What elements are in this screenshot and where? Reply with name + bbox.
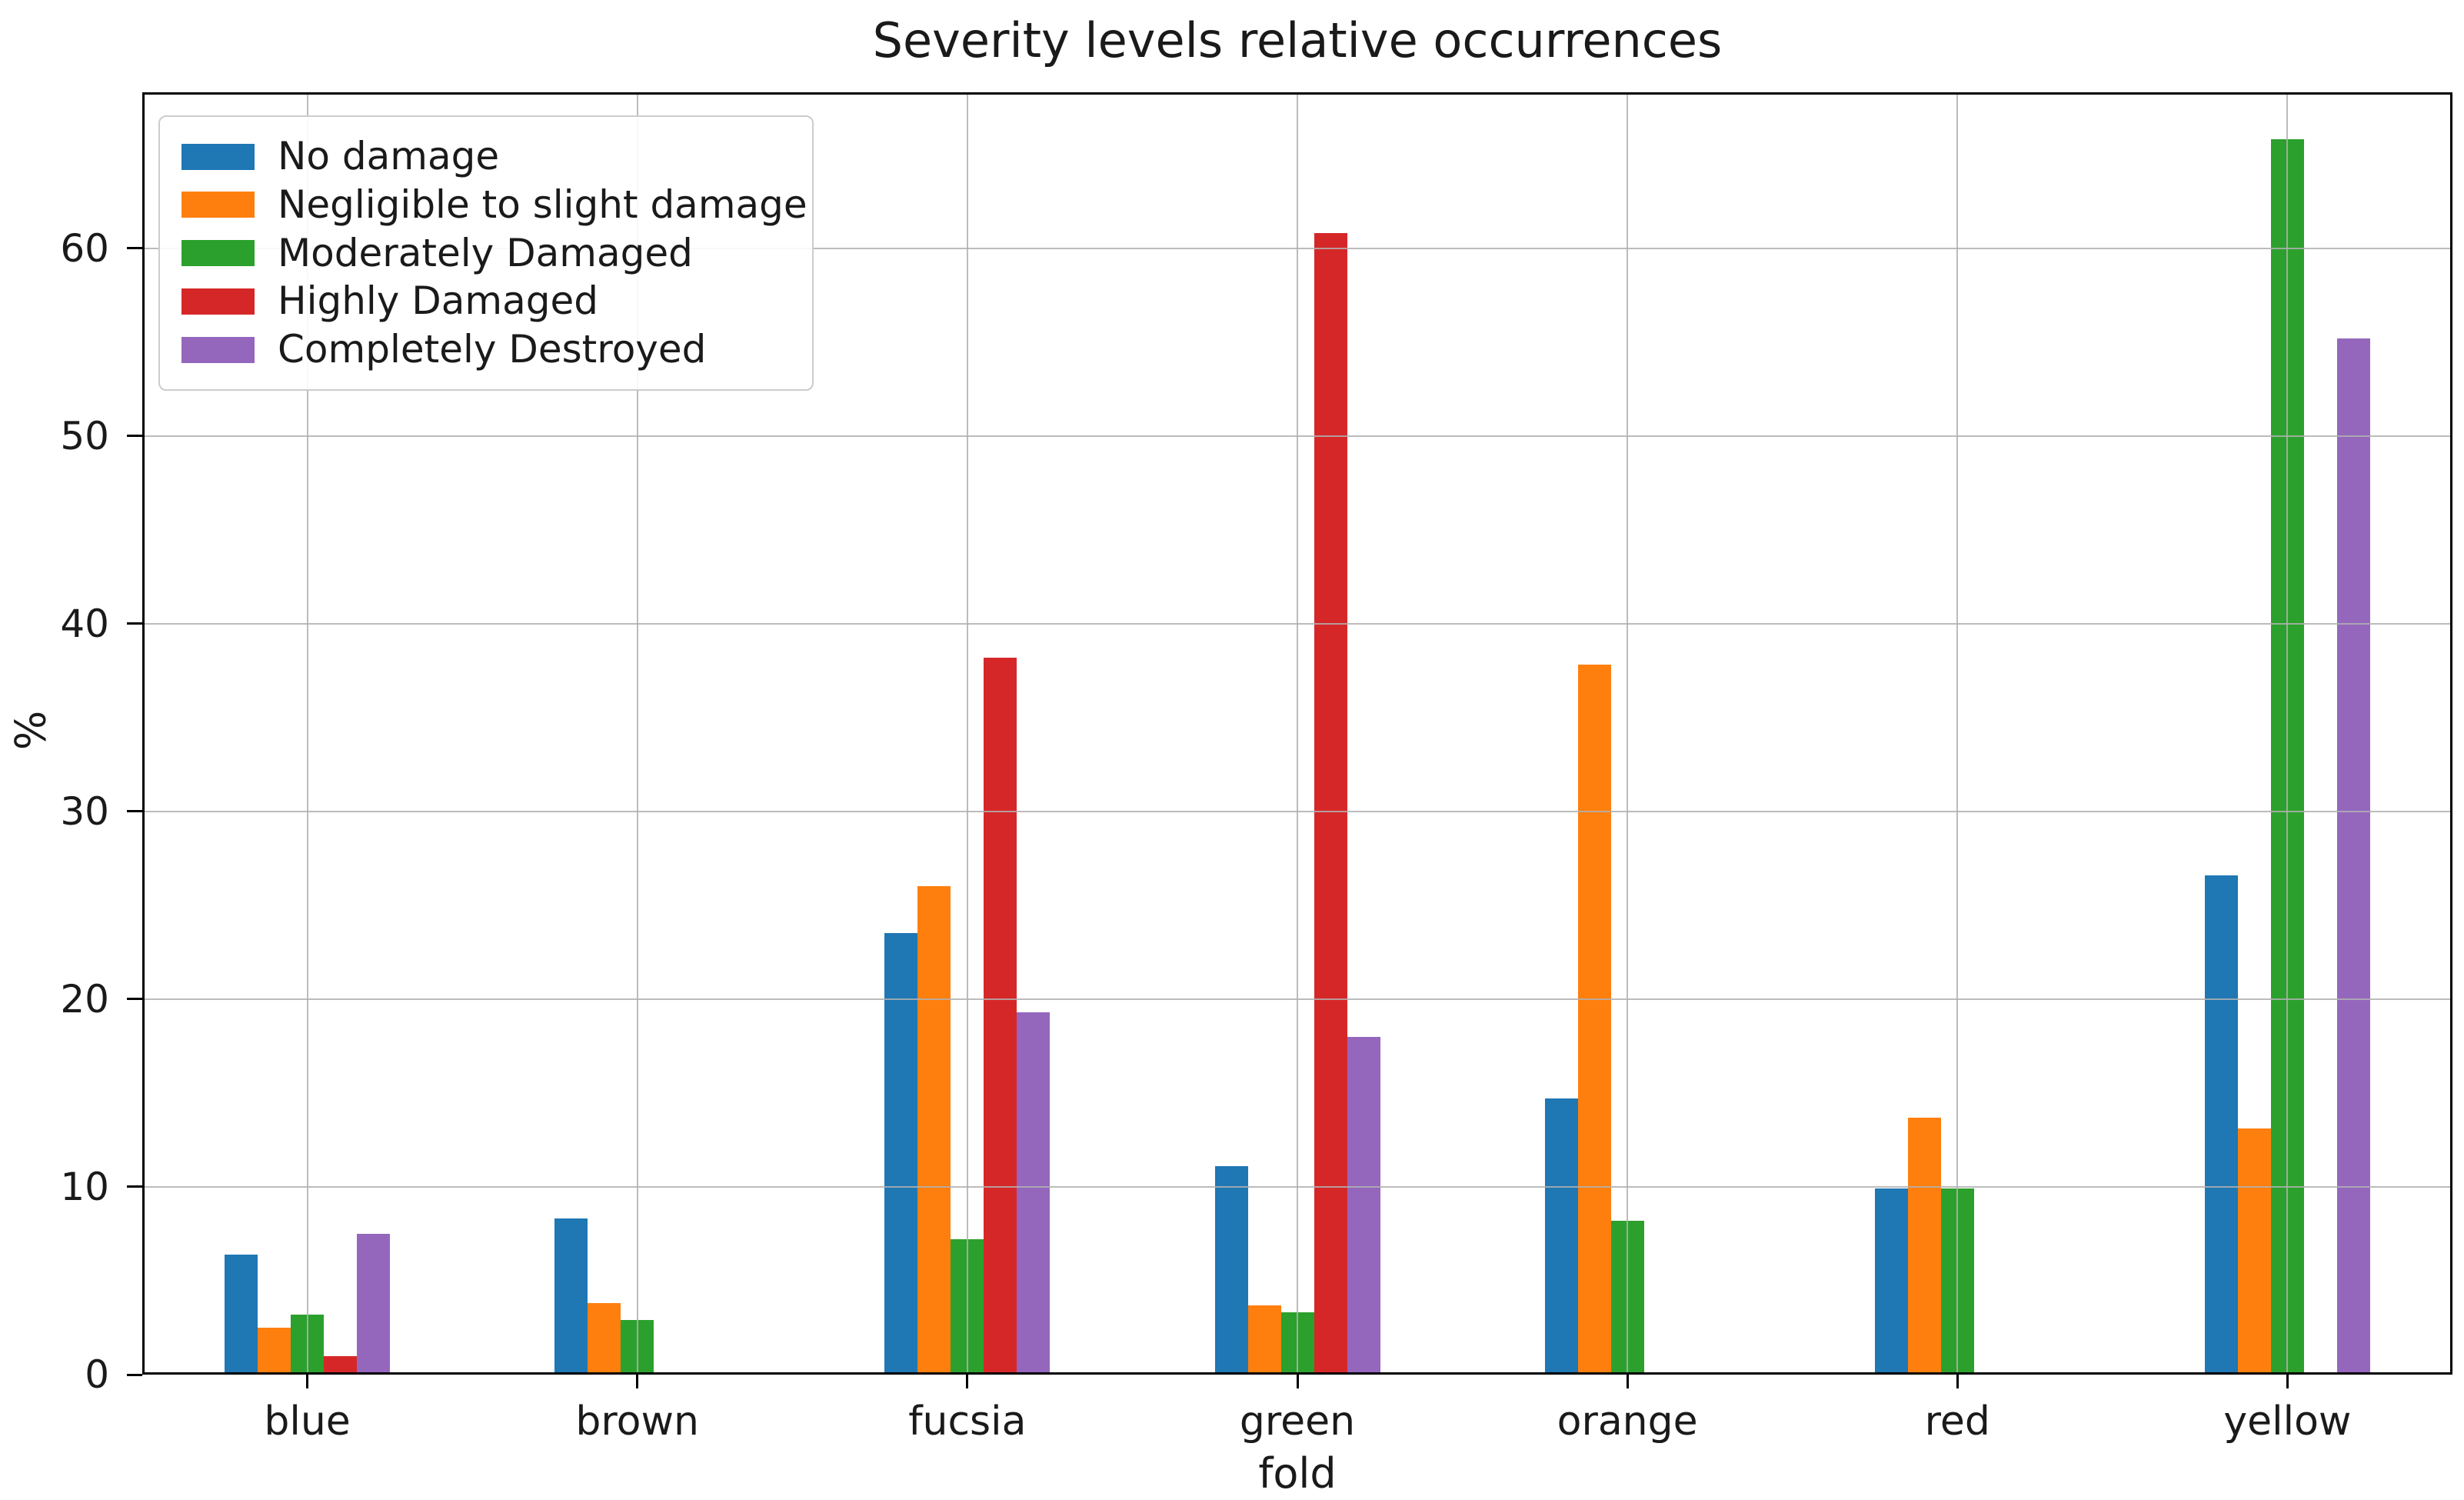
y-tick-mark: [127, 1185, 142, 1188]
y-tick-label: 20: [60, 976, 109, 1022]
x-tick-mark: [1626, 1375, 1629, 1388]
bar: [2204, 875, 2238, 1375]
bar: [2336, 338, 2370, 1375]
bar: [884, 933, 918, 1375]
x-tick-label: red: [1924, 1398, 1990, 1445]
legend-color-swatch: [181, 192, 255, 218]
x-tick-label: orange: [1557, 1398, 1698, 1445]
vertical-gridline: [306, 92, 308, 1375]
x-tick-label: green: [1239, 1398, 1356, 1445]
bar: [1314, 233, 1347, 1375]
x-tick-label: yellow: [2223, 1398, 2352, 1445]
y-tick-mark: [127, 998, 142, 1001]
x-tick-mark: [2286, 1375, 2289, 1388]
y-tick-label: 10: [60, 1164, 109, 1209]
legend-item: Negligible to slight damage: [181, 183, 807, 226]
x-tick-mark: [306, 1375, 309, 1388]
vertical-gridline: [1956, 92, 1959, 1375]
bar: [917, 886, 951, 1375]
legend-item-label: Negligible to slight damage: [278, 182, 807, 227]
chart-title: Severity levels relative occurrences: [872, 12, 1723, 68]
legend-color-swatch: [181, 336, 255, 363]
x-tick-mark: [1956, 1375, 1959, 1388]
bar: [1874, 1188, 1908, 1375]
x-tick-mark: [636, 1375, 639, 1388]
bar: [1214, 1166, 1248, 1375]
legend-item: Moderately Damaged: [181, 232, 791, 275]
legend-item: Highly Damaged: [181, 280, 791, 322]
x-tick-label: fucsia: [908, 1398, 1027, 1445]
legend-color-swatch: [181, 288, 255, 315]
bar: [1907, 1117, 1941, 1375]
bar: [1347, 1036, 1380, 1375]
legend-item-label: No damage: [278, 134, 500, 178]
y-tick-mark: [127, 622, 142, 625]
legend-item: No damage: [181, 135, 791, 178]
y-tick-label: 0: [85, 1352, 109, 1397]
y-tick-label: 30: [60, 788, 109, 834]
legend-item-label: Highly Damaged: [278, 278, 599, 324]
x-axis-label: fold: [1258, 1449, 1337, 1498]
legend-color-swatch: [181, 143, 255, 170]
bar: [984, 657, 1017, 1375]
vertical-gridline: [1297, 92, 1298, 1375]
x-tick-mark: [1296, 1375, 1299, 1388]
bar: [2237, 1128, 2271, 1375]
bar: [225, 1254, 258, 1375]
legend-color-swatch: [181, 240, 255, 266]
legend: No damage Negligible to slight damage Mode…: [158, 115, 814, 391]
y-tick-label: 50: [60, 413, 109, 458]
plot-area: [142, 92, 2452, 1375]
x-tick-label: brown: [575, 1398, 699, 1445]
legend-item: Completely Destroyed: [181, 328, 791, 371]
y-axis-label: %: [6, 710, 55, 751]
y-tick-mark: [127, 247, 142, 250]
bar: [1017, 1012, 1051, 1375]
vertical-gridline: [636, 92, 638, 1375]
y-tick-label: 60: [60, 225, 109, 271]
x-tick-mark: [966, 1375, 969, 1388]
y-tick-mark: [127, 435, 142, 438]
vertical-gridline: [966, 92, 968, 1375]
x-tick-label: blue: [264, 1398, 351, 1445]
vertical-gridline: [1627, 92, 1629, 1375]
bar: [357, 1233, 391, 1375]
bar: [324, 1355, 358, 1375]
legend-item-label: Moderately Damaged: [278, 230, 693, 275]
vertical-gridline: [2286, 92, 2289, 1375]
y-tick-label: 40: [60, 601, 109, 646]
y-tick-mark: [127, 1373, 142, 1376]
bar: [554, 1218, 588, 1375]
bar: [1544, 1098, 1578, 1375]
bar: [1247, 1305, 1281, 1375]
legend-item-label: Completely Destroyed: [278, 327, 707, 372]
bar: [588, 1303, 621, 1375]
bar: [258, 1327, 291, 1375]
y-tick-mark: [127, 810, 142, 813]
bar: [1577, 665, 1611, 1375]
